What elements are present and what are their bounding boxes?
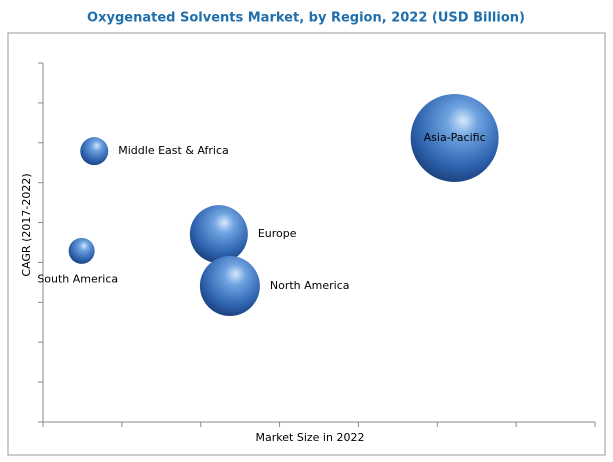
chart-title: Oxygenated Solvents Market, by Region, 2… xyxy=(87,11,525,26)
bubble xyxy=(410,93,499,182)
bubble-label: North America xyxy=(270,279,350,292)
bubble-label: Europe xyxy=(258,227,297,240)
x-axis-label: Market Size in 2022 xyxy=(256,431,365,444)
bubble xyxy=(189,205,248,264)
bubble xyxy=(199,255,260,316)
bubble xyxy=(80,137,109,166)
bubble xyxy=(68,237,95,264)
y-axis-label: CAGR (2017-2022) xyxy=(20,173,33,276)
bubble-label: Asia-Pacific xyxy=(424,131,486,144)
bubble-label: Middle East & Africa xyxy=(118,144,229,157)
bubble-label: South America xyxy=(37,272,118,285)
plot-border xyxy=(7,32,606,456)
